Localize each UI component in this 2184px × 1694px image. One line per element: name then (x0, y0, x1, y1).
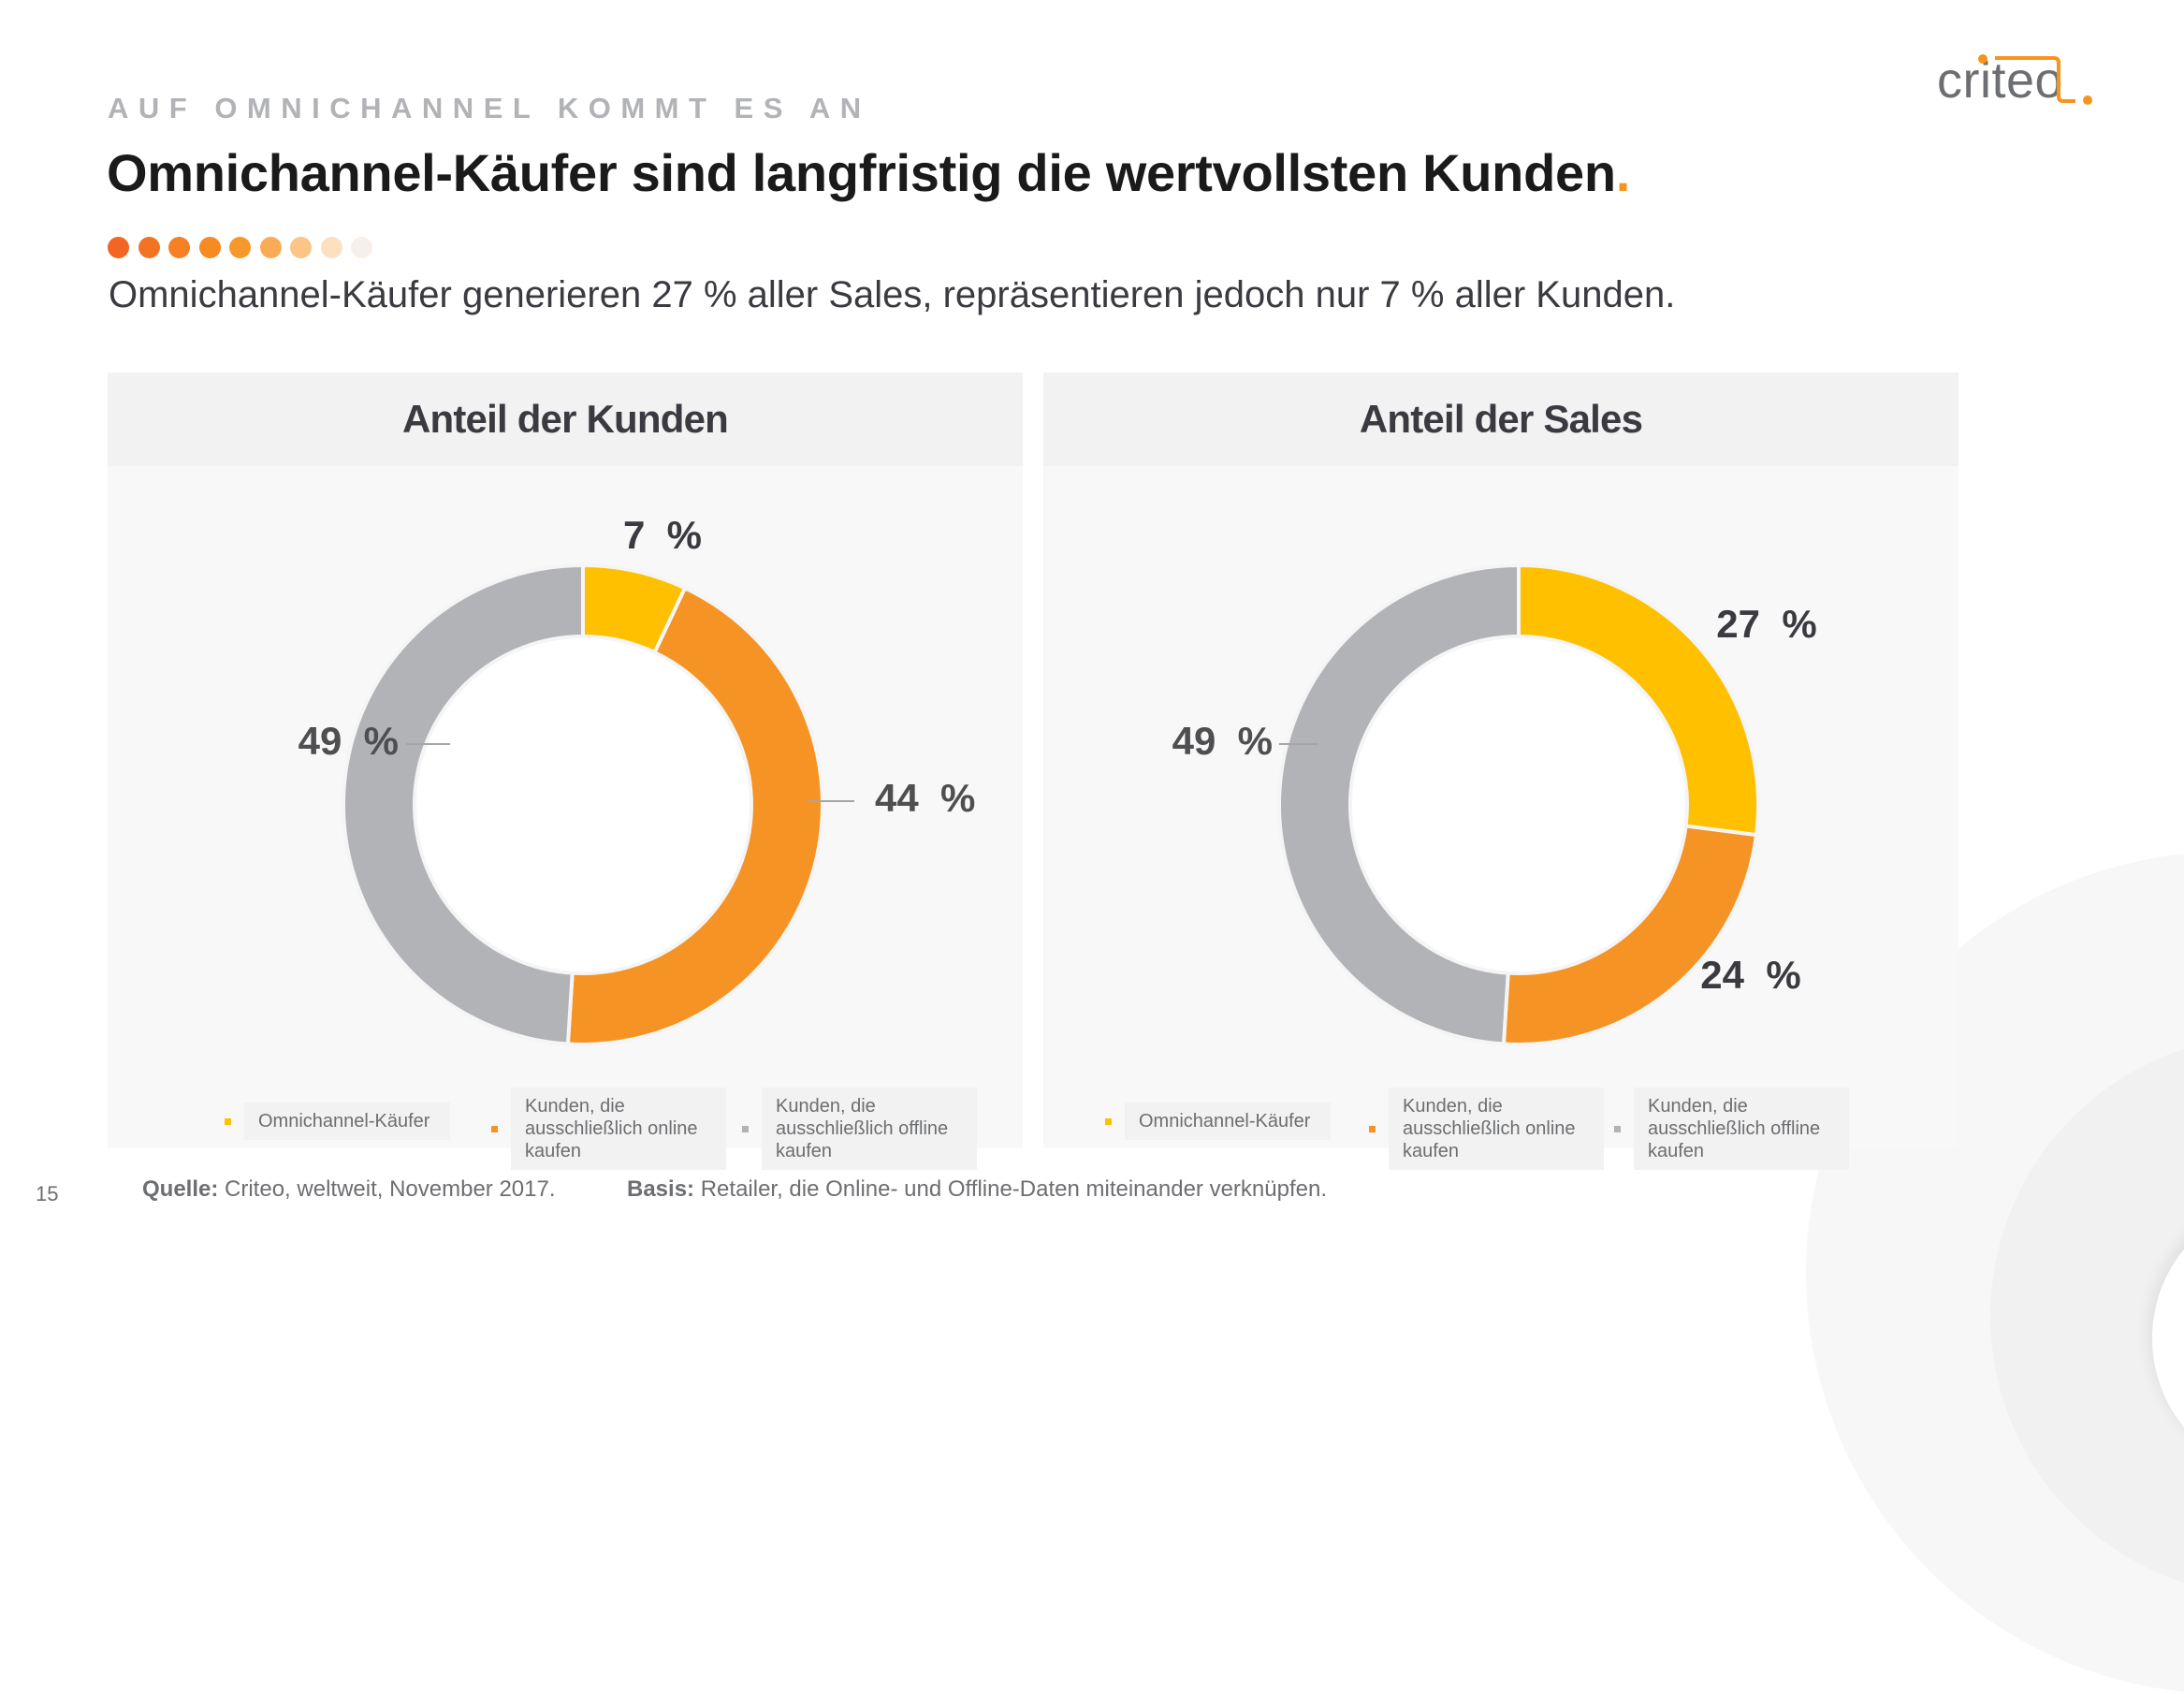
subtitle: Omnichannel-Käufer generieren 27 % aller… (109, 274, 1676, 315)
chart-legend: Omnichannel-Käufer Kunden, die ausschließl… (1043, 1063, 1958, 1170)
title-text: Omnichannel-Käufer sind langfristig die … (107, 143, 1616, 202)
legend-label-line: Kunden, die (525, 1096, 625, 1117)
page-number: 15 (36, 1182, 59, 1205)
panel-title: Anteil der Sales (1043, 372, 1958, 466)
legend-swatch (225, 1117, 231, 1125)
legend-label-line: ausschließlich offline (1648, 1118, 1821, 1139)
legend-swatch (1369, 1125, 1376, 1132)
donut-hole (416, 638, 750, 971)
title-punct: . (1615, 143, 1631, 202)
donut-segment-offline-only (1277, 562, 1521, 1046)
divider-dot (229, 237, 251, 258)
logo-accent-icon (1978, 54, 2092, 105)
footer-source: Quelle: Criteo, weltweit, November 2017. (142, 1176, 556, 1203)
legend-item-omnichannel: Omnichannel-Käufer (1105, 1103, 1331, 1140)
legend-label-line: ausschließlich online (1403, 1118, 1576, 1139)
dot-divider (108, 237, 372, 258)
legend-label-line: Omnichannel-Käufer (1139, 1111, 1311, 1132)
donut-hole (1352, 638, 1685, 971)
divider-dot (108, 237, 129, 258)
legend-swatch (1105, 1117, 1112, 1125)
basis-label: Basis: (627, 1176, 695, 1202)
divider-dot (198, 237, 221, 258)
source-text: Criteo, weltweit, November 2017. (218, 1176, 556, 1202)
data-label-offline-only: 49 % (298, 719, 399, 763)
source-label: Quelle: (142, 1176, 219, 1202)
legend-label: Kunden, die ausschließlich online kaufen (1389, 1088, 1604, 1170)
divider-dot (168, 237, 190, 258)
legend-label-line: kaufen (1648, 1141, 1705, 1161)
divider-dot (351, 237, 372, 258)
panel-sales: Anteil der Sales 27 % 24 % 49 % Omnichanne… (1043, 372, 1958, 1170)
legend-label-line: Omnichannel-Käufer (258, 1111, 430, 1132)
legend-item-online-only: Kunden, die ausschließlich online kaufen (1369, 1088, 1604, 1170)
legend-item-online-only: Kunden, die ausschließlich online kaufen (491, 1088, 726, 1170)
data-label-online-only: 24 % (1700, 953, 1800, 997)
legend-label-line: Kunden, die (776, 1096, 876, 1117)
legend-label-line: ausschließlich online (525, 1118, 698, 1139)
data-label-omnichannel: 7 % (623, 513, 702, 557)
criteo-logo: criteo (1937, 51, 2124, 117)
divider-dot (290, 237, 312, 258)
legend-swatch (491, 1125, 498, 1132)
legend-item-offline-only: Kunden, die ausschließlich offline kaufen (1614, 1088, 1849, 1170)
legend-label-line: Kunden, die (1403, 1096, 1503, 1117)
legend-label-line: kaufen (776, 1141, 833, 1161)
divider-dot (138, 237, 160, 258)
legend-item-offline-only: Kunden, die ausschließlich offline kaufen (742, 1088, 977, 1170)
legend-label-line: kaufen (1403, 1141, 1460, 1161)
page-title: Omnichannel-Käufer sind langfristig die … (107, 142, 1630, 203)
legend-swatch (1614, 1125, 1621, 1132)
chart-legend: Omnichannel-Käufer Kunden, die ausschließl… (108, 1063, 1023, 1170)
legend-label: Omnichannel-Käufer (1125, 1103, 1331, 1140)
donut-chart-sales: 27 % 24 % 49 % (1172, 562, 1817, 1046)
divider-dot (259, 237, 282, 258)
divider-dot (320, 237, 342, 258)
legend-label: Kunden, die ausschließlich offline kaufen (1634, 1088, 1849, 1170)
panel-title: Anteil der Kunden (108, 372, 1023, 466)
legend-label: Kunden, die ausschließlich online kaufen (511, 1088, 726, 1170)
legend-swatch (742, 1125, 749, 1132)
legend-label: Omnichannel-Käufer (244, 1103, 450, 1140)
legend-label-line: Kunden, die (1648, 1096, 1748, 1117)
donut-segment-offline-only (342, 562, 585, 1046)
logo-text: criteo (1937, 52, 2064, 109)
legend-label-line: ausschließlich offline (776, 1118, 949, 1139)
donut-segment-online-only (565, 585, 824, 1046)
section-kicker: AUF OMNICHANNEL KOMMT ES AN (108, 92, 871, 124)
legend-item-omnichannel: Omnichannel-Käufer (225, 1103, 450, 1140)
footer-basis: Basis: Retailer, die Online- und Offline… (627, 1176, 1327, 1203)
data-label-offline-only: 49 % (1172, 719, 1273, 763)
donut-chart-customers: 7 % 44 % 49 % (298, 513, 975, 1046)
legend-label: Kunden, die ausschließlich offline kaufen (762, 1088, 977, 1170)
panel-customers: Anteil der Kunden 7 % 44 % 49 % Omnichanne… (108, 372, 1023, 1170)
data-label-omnichannel: 27 % (1716, 602, 1816, 646)
legend-label-line: kaufen (525, 1141, 582, 1161)
data-label-online-only: 44 % (875, 776, 975, 820)
donut-segment-omnichannel (1517, 562, 1760, 838)
basis-text: Retailer, die Online- und Offline-Daten … (694, 1176, 1327, 1202)
